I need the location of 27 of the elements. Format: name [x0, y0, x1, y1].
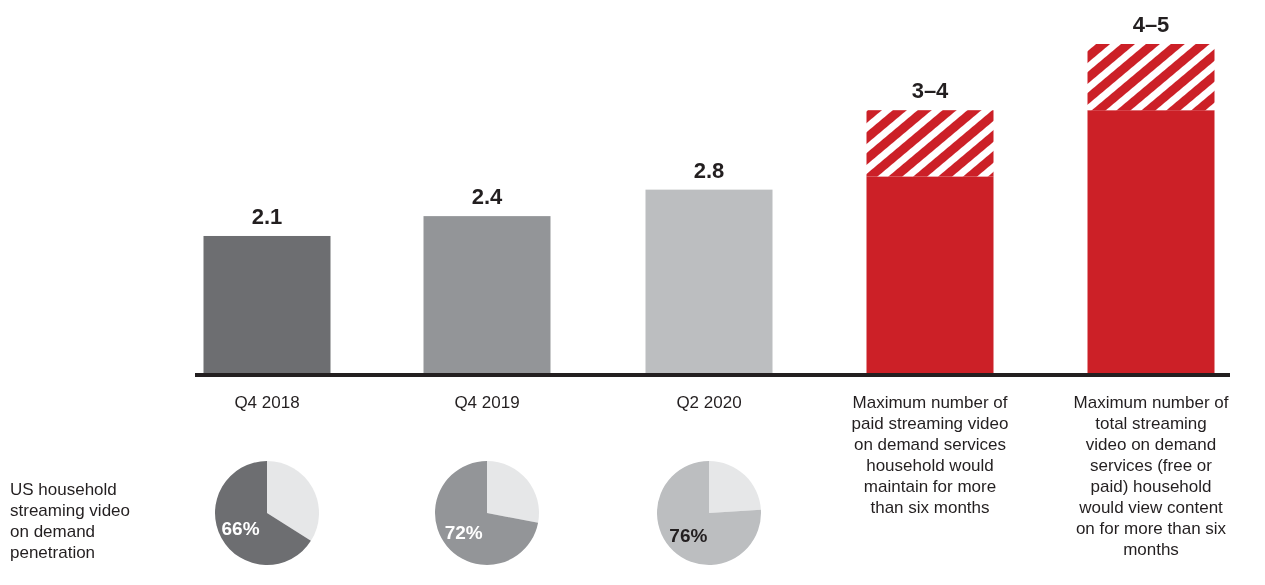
pie-slice: [215, 461, 311, 565]
pie-slice: [709, 461, 761, 513]
pie-slice: [487, 461, 539, 523]
data-label: 4–5: [1132, 12, 1170, 37]
x-tick-label: Maximum number of paid streaming video on demand services household would maintain for more than six months: [851, 393, 1009, 517]
data-label: 2.8: [693, 157, 725, 183]
data-label: 76%: [669, 524, 708, 546]
bar: [423, 216, 551, 375]
pie-slice: [435, 461, 539, 565]
bar: [1087, 44, 1215, 111]
data-label: 66%: [221, 517, 260, 539]
bar: [645, 189, 773, 375]
data-label: 72%: [444, 522, 483, 544]
bar: [866, 110, 994, 177]
bar: [203, 235, 331, 375]
x-tick-label: Q2 2020: [676, 393, 742, 412]
bar: [1087, 110, 1215, 375]
pie-slice: [267, 461, 319, 541]
text: US household streaming video on demand penetration: [10, 480, 131, 562]
x-tick-label: Maximum number of total streaming video on demand services (free or paid) household would view content on for more than six months: [1073, 393, 1229, 559]
data-label: 2.4: [471, 184, 504, 210]
data-label: 3–4: [911, 78, 950, 104]
data-label: 2.1: [251, 203, 283, 229]
bar: [866, 176, 994, 375]
x-tick-label: Q4 2018: [234, 393, 300, 412]
x-tick-label: Q4 2019: [454, 393, 520, 412]
pie-slice: [657, 461, 761, 565]
